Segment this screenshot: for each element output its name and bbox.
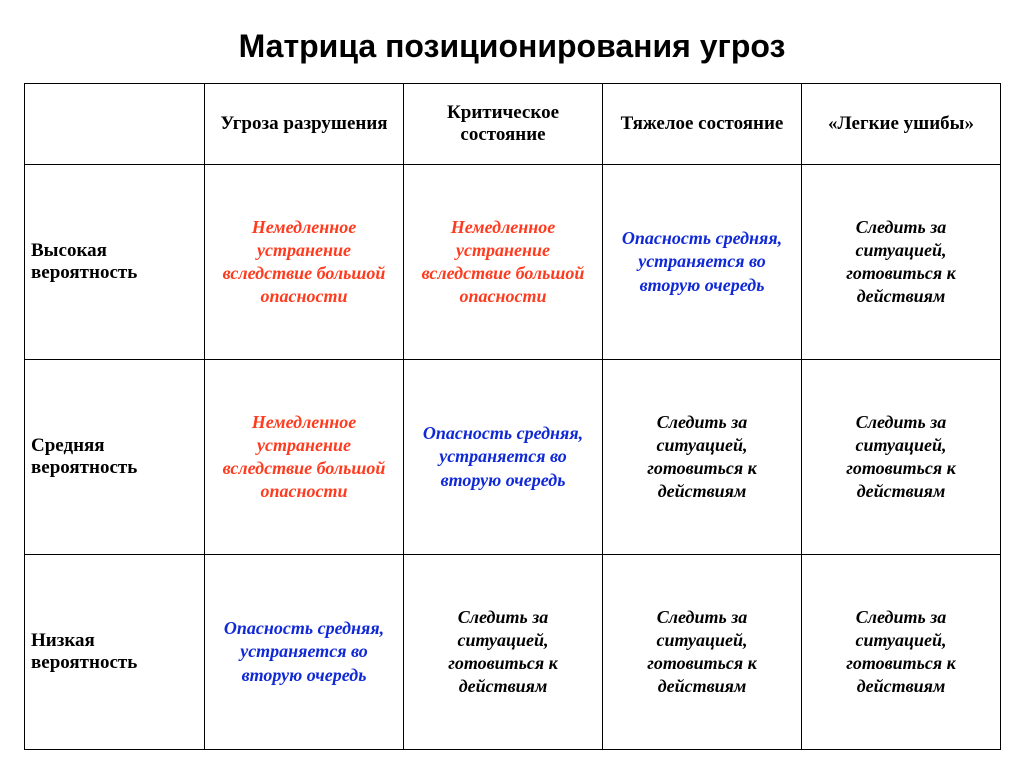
cell-2-3: Следить за ситуацией, готовиться к дейст… <box>802 555 1001 750</box>
cell-0-2: Опасность средняя, устраняется во вторую… <box>603 165 802 360</box>
row-header-0: Высокая вероятность <box>25 165 205 360</box>
cell-0-3: Следить за ситуацией, готовиться к дейст… <box>802 165 1001 360</box>
cell-0-0: Немедленное устранение вследствие большо… <box>205 165 404 360</box>
threat-matrix-table: Угроза разрушения Критическое состояние … <box>24 83 1001 750</box>
page-title: Матрица позиционирования угроз <box>24 28 1000 65</box>
cell-2-1: Следить за ситуацией, готовиться к дейст… <box>404 555 603 750</box>
cell-0-1: Немедленное устранение вследствие большо… <box>404 165 603 360</box>
col-header-3: «Легкие ушибы» <box>802 84 1001 165</box>
cell-1-1: Опасность средняя, устраняется во вторую… <box>404 360 603 555</box>
table-row: Высокая вероятность Немедленное устранен… <box>25 165 1001 360</box>
col-header-1: Критическое состояние <box>404 84 603 165</box>
page: Матрица позиционирования угроз Угроза ра… <box>0 0 1024 750</box>
cell-2-2: Следить за ситуацией, готовиться к дейст… <box>603 555 802 750</box>
table-row: Низкая вероятность Опасность средняя, ус… <box>25 555 1001 750</box>
col-header-2: Тяжелое состояние <box>603 84 802 165</box>
row-header-1: Средняя вероятность <box>25 360 205 555</box>
cell-1-0: Немедленное устранение вследствие большо… <box>205 360 404 555</box>
header-row: Угроза разрушения Критическое состояние … <box>25 84 1001 165</box>
col-header-0: Угроза разрушения <box>205 84 404 165</box>
cell-1-2: Следить за ситуацией, готовиться к дейст… <box>603 360 802 555</box>
cell-1-3: Следить за ситуацией, готовиться к дейст… <box>802 360 1001 555</box>
corner-cell <box>25 84 205 165</box>
cell-2-0: Опасность средняя, устраняется во вторую… <box>205 555 404 750</box>
table-row: Средняя вероятность Немедленное устранен… <box>25 360 1001 555</box>
row-header-2: Низкая вероятность <box>25 555 205 750</box>
